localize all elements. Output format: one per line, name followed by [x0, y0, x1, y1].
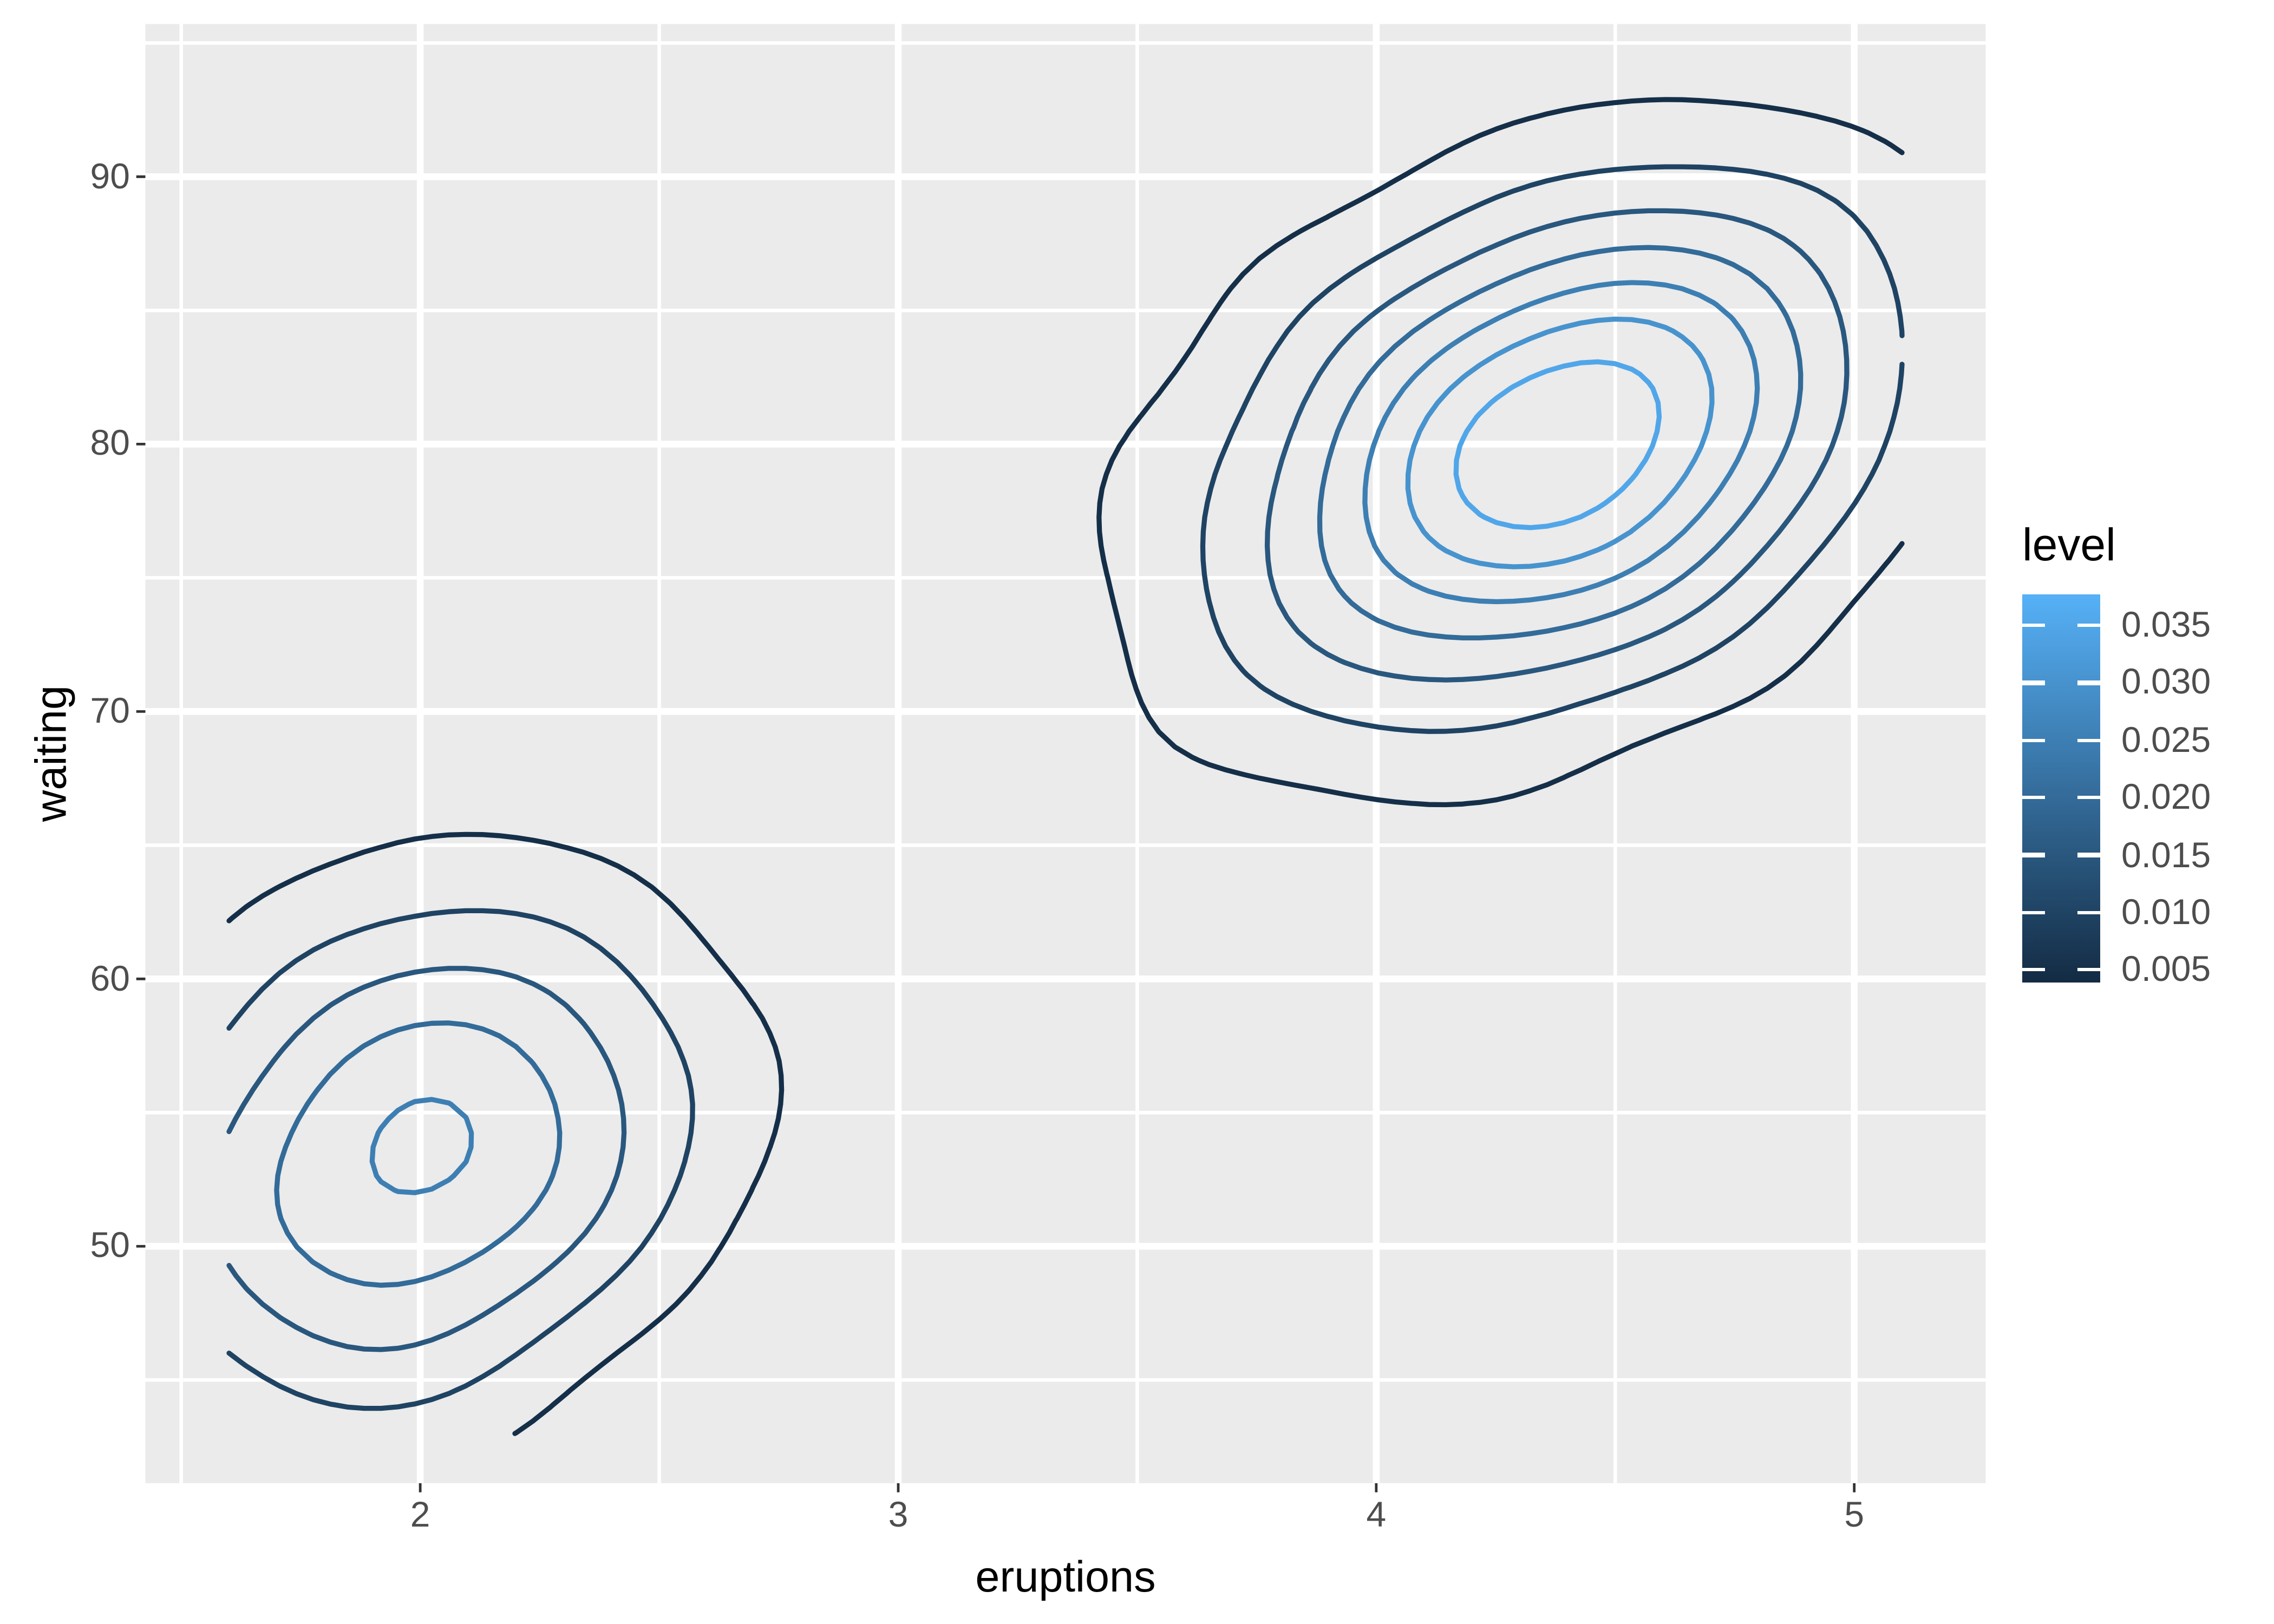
- legend-bar-tick-0.010-right: [2077, 910, 2100, 915]
- contour-line-0.015: [1264, 208, 1850, 683]
- legend-bar-tick-0.035-left: [2022, 623, 2045, 627]
- panel-background: [145, 24, 1986, 1483]
- major-gridlines: [145, 24, 1986, 1483]
- y-tick-label-70: 70: [90, 690, 130, 731]
- legend-tick-label-0.025: 0.025: [2121, 719, 2211, 760]
- legend-title: level: [2022, 520, 2116, 570]
- x-tick-label-4: 4: [1366, 1494, 1387, 1535]
- contour-line-0.005: [226, 831, 785, 1436]
- legend-tick-label-0.030: 0.030: [2121, 662, 2211, 703]
- legend-bar-tick-0.015-left: [2022, 853, 2045, 857]
- legend-bar-tick-0.020-right: [2077, 795, 2100, 800]
- legend-bar-tick-0.020-left: [2022, 795, 2045, 800]
- y-tick-label-60: 60: [90, 958, 130, 999]
- legend-tick-label-0.015: 0.015: [2121, 834, 2211, 875]
- legend-bar-tick-0.035-right: [2077, 623, 2100, 627]
- y-tick-label-80: 80: [90, 423, 130, 464]
- legend-bar-tick-0.030-left: [2022, 680, 2045, 685]
- contour-line-0.030: [1405, 316, 1715, 569]
- x-axis-title: eruptions: [975, 1553, 1156, 1601]
- contour-line-0.010: [1200, 164, 1905, 734]
- x-tick-label-3: 3: [888, 1494, 909, 1535]
- legend-bar-tick-0.025-left: [2022, 738, 2045, 742]
- legend-tick-label-0.005: 0.005: [2121, 948, 2211, 990]
- contour-line-0.020: [1317, 245, 1803, 641]
- y-tick-label-50: 50: [90, 1225, 130, 1266]
- legend-bar-tick-0.015-right: [2077, 853, 2100, 857]
- legend-tick-label-0.020: 0.020: [2121, 776, 2211, 817]
- contour-line-0.025: [369, 1097, 474, 1195]
- contour-line-0.025: [1362, 280, 1760, 605]
- contour-line-0.015: [226, 966, 627, 1352]
- legend-bar-tick-0.010-left: [2022, 910, 2045, 915]
- legend-tick-label-0.010: 0.010: [2121, 891, 2211, 932]
- contour-layer: [226, 97, 1905, 1436]
- legend-colorbar: [2022, 594, 2100, 983]
- axis-tick-marks: [136, 175, 1856, 1492]
- legend-bar-tick-0.030-right: [2077, 680, 2100, 685]
- legend-bar-tick-0.025-right: [2077, 738, 2100, 742]
- contour-line-0.010: [226, 908, 695, 1411]
- y-tick-label-90: 90: [90, 155, 130, 197]
- x-tick-label-2: 2: [410, 1494, 430, 1535]
- contour-line-0.020: [274, 1020, 563, 1288]
- x-tick-label-5: 5: [1844, 1494, 1865, 1535]
- legend-bar-tick-0.005-right: [2077, 968, 2100, 972]
- minor-gridlines: [145, 24, 1986, 1483]
- legend-bar-tick-0.005-left: [2022, 968, 2045, 972]
- legend-tick-label-0.035: 0.035: [2121, 604, 2211, 645]
- contour-line-0.005: [1096, 97, 1905, 808]
- contour-line-0.035: [1453, 359, 1662, 531]
